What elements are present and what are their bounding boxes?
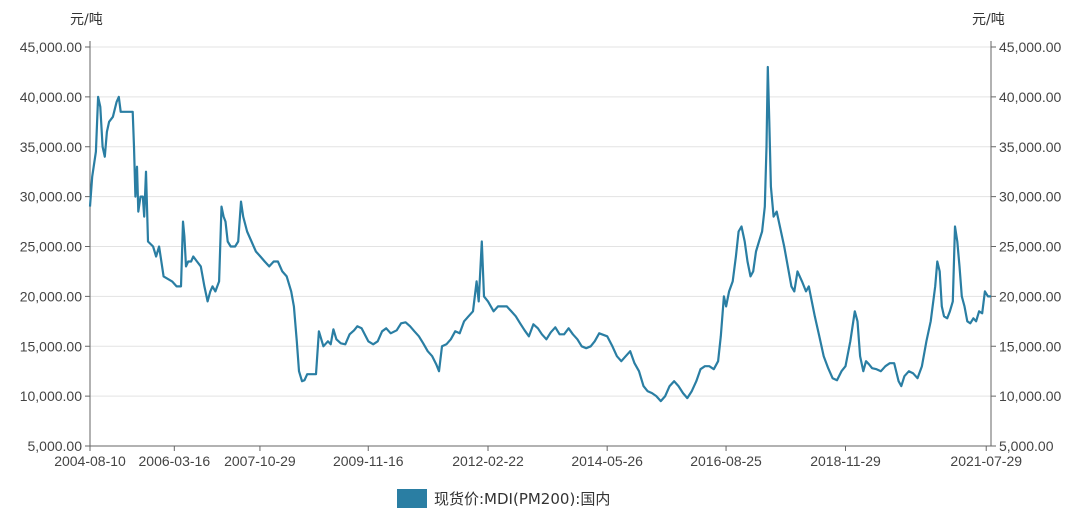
x-tick-label: 2009-11-16: [333, 453, 404, 469]
left-y-tick-label: 5,000.00: [28, 438, 83, 454]
x-tick-label: 2004-08-10: [54, 453, 126, 469]
series-line-mdi-price: [88, 65, 991, 403]
right-y-tick-labels: 45,000.00 40,000.00 35,000.00 30,000.00 25,0…: [999, 39, 1061, 454]
legend[interactable]: 现货价:MDI(PM200):国内: [397, 489, 610, 508]
right-y-tick-label: 15,000.00: [999, 338, 1061, 354]
left-y-tick-label: 25,000.00: [20, 239, 82, 255]
x-tick-labels: 2004-08-10 2006-03-16 2007-10-29 2009-11-16…: [54, 453, 1022, 469]
right-y-tick-label: 45,000.00: [999, 39, 1061, 55]
right-y-tick-label: 10,000.00: [999, 388, 1061, 404]
right-y-tick-label: 25,000.00: [999, 239, 1061, 255]
gridlines: [90, 46, 991, 397]
left-y-tick-label: 35,000.00: [20, 139, 82, 155]
left-y-unit-label: 元/吨: [70, 12, 103, 28]
left-y-tick-label: 40,000.00: [20, 89, 82, 105]
left-y-tick-label: 30,000.00: [20, 189, 82, 205]
x-tick-label: 2014-05-26: [571, 453, 643, 469]
right-y-tick-label: 5,000.00: [999, 438, 1054, 454]
legend-label: 现货价:MDI(PM200):国内: [434, 490, 610, 508]
x-tick-label: 2016-08-25: [690, 453, 762, 469]
x-tick-label: 2006-03-16: [139, 453, 211, 469]
left-y-tick-label: 15,000.00: [20, 338, 82, 354]
left-y-tick-label: 10,000.00: [20, 388, 82, 404]
right-y-tick-label: 30,000.00: [999, 189, 1061, 205]
x-tick-label: 2018-11-29: [810, 453, 881, 469]
left-y-tick-label: 20,000.00: [20, 288, 82, 304]
right-y-unit-label: 元/吨: [972, 12, 1005, 28]
left-y-tick-label: 45,000.00: [20, 39, 82, 55]
right-y-tick-label: 35,000.00: [999, 139, 1061, 155]
right-y-tick-label: 20,000.00: [999, 288, 1061, 304]
x-tick-label: 2012-02-22: [452, 453, 524, 469]
axes: [85, 41, 996, 451]
x-tick-label: 2007-10-29: [224, 453, 296, 469]
right-y-tick-label: 40,000.00: [999, 89, 1061, 105]
legend-swatch: [397, 489, 427, 508]
left-y-tick-labels: 45,000.00 40,000.00 35,000.00 30,000.00 25,0…: [20, 39, 83, 454]
series-layer: [88, 65, 991, 403]
x-tick-label: 2021-07-29: [950, 453, 1022, 469]
